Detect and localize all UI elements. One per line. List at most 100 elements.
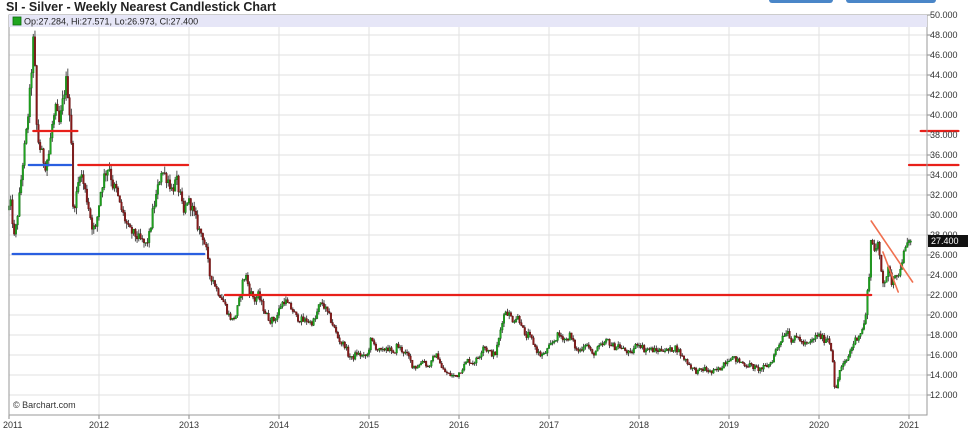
candle-body xyxy=(579,349,582,352)
candle-body xyxy=(513,321,516,323)
candlestick xyxy=(501,321,504,334)
candlestick xyxy=(117,186,120,197)
candlestick xyxy=(509,311,512,317)
candlestick xyxy=(847,354,850,362)
y-tick-label: 26.000 xyxy=(930,250,958,260)
candle-body xyxy=(82,174,85,184)
candlestick xyxy=(361,354,364,358)
candlestick xyxy=(811,337,814,344)
ohlc-up-swatch xyxy=(12,16,22,26)
candlestick xyxy=(703,364,706,372)
candlestick xyxy=(745,364,748,369)
candle-body xyxy=(471,363,474,365)
candle-body xyxy=(577,349,580,352)
candlestick xyxy=(856,337,859,341)
candle-body xyxy=(271,317,274,324)
candle-body xyxy=(189,198,192,211)
candlestick xyxy=(535,344,538,355)
candle-body xyxy=(402,351,405,354)
candle-body xyxy=(310,321,313,326)
candlestick xyxy=(419,360,422,366)
candlestick xyxy=(75,186,78,215)
candle-body xyxy=(397,343,400,348)
candle-body xyxy=(340,341,343,345)
candle-body xyxy=(494,351,497,356)
candlestick xyxy=(767,364,770,369)
candlestick xyxy=(464,361,467,365)
candlestick xyxy=(158,181,161,186)
candle-body xyxy=(167,179,170,184)
candlestick xyxy=(674,345,677,353)
candle-body xyxy=(63,94,66,99)
candle-body xyxy=(811,339,814,342)
toolbar-tab-right[interactable] xyxy=(846,0,936,3)
toolbar-tab-left[interactable] xyxy=(769,0,833,3)
y-tick-label: 12.000 xyxy=(930,390,958,400)
candle-body xyxy=(56,103,59,112)
candlestick xyxy=(373,338,376,346)
candle-body xyxy=(452,375,455,377)
candlestick xyxy=(374,342,377,351)
candle-body xyxy=(28,87,31,118)
candle-body xyxy=(644,349,647,353)
candle-body xyxy=(385,347,388,351)
candle-body xyxy=(362,354,365,356)
candle-body xyxy=(222,299,225,303)
candlestick xyxy=(245,272,248,282)
candle-body xyxy=(468,359,471,364)
candlestick xyxy=(554,340,557,342)
candlestick xyxy=(667,348,670,354)
candlestick xyxy=(615,346,618,351)
candlestick xyxy=(134,228,137,242)
candlestick xyxy=(539,350,542,358)
candle-body xyxy=(117,187,120,196)
candlestick xyxy=(707,368,710,374)
candle-body xyxy=(9,199,12,207)
candle-body xyxy=(847,356,850,361)
candle-body xyxy=(87,201,90,210)
candlestick xyxy=(413,365,416,370)
candlestick xyxy=(25,127,28,145)
candle-body xyxy=(300,316,303,323)
candlestick xyxy=(290,301,293,310)
candle-body xyxy=(894,275,897,278)
candlestick xyxy=(438,357,441,364)
candlestick xyxy=(511,315,514,323)
candle-body xyxy=(535,346,538,353)
candle-body xyxy=(821,335,824,339)
candlestick xyxy=(283,297,286,307)
candle-body xyxy=(762,365,765,370)
candlestick xyxy=(298,320,301,324)
candlestick xyxy=(804,339,807,347)
candlestick xyxy=(137,229,140,242)
candlestick xyxy=(850,346,853,354)
candle-body xyxy=(632,348,635,354)
candlestick xyxy=(468,356,471,366)
candle-body xyxy=(478,356,481,359)
candle-body xyxy=(497,338,500,346)
candlestick xyxy=(262,298,265,314)
candlestick xyxy=(82,170,85,190)
candle-body xyxy=(40,148,43,150)
candle-body xyxy=(786,331,789,334)
candle-body xyxy=(548,344,551,349)
candle-body xyxy=(840,366,843,371)
y-tick-label: 40.000 xyxy=(930,110,958,120)
candlestick xyxy=(558,330,561,338)
candle-body xyxy=(155,194,158,207)
candlestick xyxy=(809,338,812,345)
candle-body xyxy=(132,228,135,234)
candle-body xyxy=(129,224,132,228)
candle-body xyxy=(307,321,310,323)
candlestick xyxy=(125,219,128,229)
candle-body xyxy=(615,346,618,351)
candle-body xyxy=(729,359,732,362)
candlestick xyxy=(234,315,237,320)
candlestick xyxy=(523,325,526,337)
candle-body xyxy=(53,115,56,125)
candle-body xyxy=(142,238,145,243)
candlestick xyxy=(816,332,819,339)
candle-body xyxy=(272,317,275,321)
candlestick xyxy=(551,340,554,346)
candlestick xyxy=(23,140,26,169)
